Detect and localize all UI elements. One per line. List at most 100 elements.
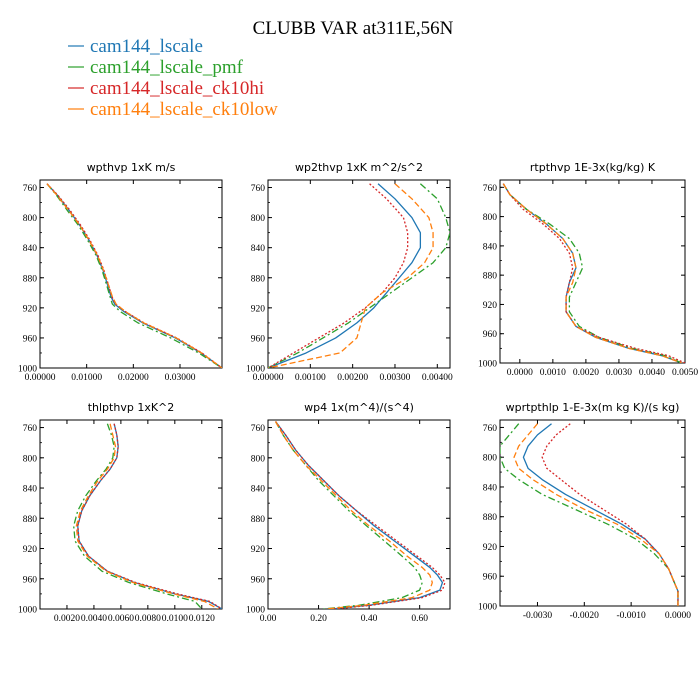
x-tick-label: 0.0020 [54,614,80,624]
y-tick-label: 1000 [18,365,37,375]
y-tick-label: 840 [23,244,38,254]
panel-title: thlpthvp 1xK^2 [88,401,175,414]
y-tick-label: 800 [23,214,38,224]
series-group [275,421,446,609]
plot-frame [267,419,451,610]
plot-frame [39,419,223,610]
series-line [268,183,434,368]
x-tick-label: 0.00300 [380,373,411,383]
panel: wp4 1x(m^4)/(s^4)76080084088092096010000… [246,401,451,624]
x-tick-label: -0.0030 [523,611,553,621]
series-line [46,183,222,368]
series-line [268,183,450,368]
series-line [502,183,682,363]
x-tick-label: 0.0120 [189,614,215,624]
y-tick-label: 760 [251,424,266,434]
legend-label: cam144_lscale [90,36,203,57]
y-tick-label: 920 [251,545,266,555]
panel: thlpthvp 1xK^2 760 800 840 880 920 960 1000 0.00… [18,401,223,624]
x-tick-label: 0.00 [260,614,277,624]
y-tick-label: 760 [483,184,498,194]
y-tick-label: 800 [483,454,498,464]
series-line [275,421,446,609]
plot-frame [499,179,686,364]
series-group [500,423,679,606]
legend-entry: cam144_lscale_ck10low [68,99,278,120]
x-tick-label: 0.0040 [639,368,665,378]
series-line [275,421,444,609]
y-tick-label: 960 [23,575,38,585]
y-tick-label: 840 [251,485,266,495]
legend-entry: cam144_lscale [68,36,203,57]
x-tick-label: -0.0020 [570,611,600,621]
panel: rtpthvp 1E-3x(kg/kg) K 760 800 840 880 920 960… [478,161,698,378]
panels: wpthvp 1xK m/s76080084088092096010000.00… [18,161,698,624]
y-tick-label: 880 [483,272,498,282]
y-tick-label: 920 [483,301,498,311]
y-tick-label: 840 [483,242,498,252]
x-tick-label: 0.0100 [162,614,188,624]
panel: wprtpthlp 1-E-3x(m kg K)/(s kg) 760 800 840… [478,401,691,621]
series-line [46,183,222,368]
series-line [77,423,222,609]
y-tick-label: 960 [483,330,498,340]
x-tick-label: 0.00100 [295,373,326,383]
y-tick-label: 800 [251,454,266,464]
plot-frame [267,179,451,369]
series-line [268,183,409,368]
series-group [268,183,450,368]
panel-title: wprtpthlp 1-E-3x(m kg K)/(s kg) [506,401,680,414]
legend-label: cam144_lscale_pmf [90,57,244,78]
series-line [502,183,682,363]
panel-title: wp2thvp 1xK m^2/s^2 [295,161,423,174]
legend-label: cam144_lscale_ck10hi [90,78,264,99]
series-line [522,423,679,606]
plot-frame [39,179,223,369]
series-group [73,423,222,609]
series-line [275,421,433,609]
x-tick-label: 0.0050 [672,368,698,378]
x-tick-label: 0.02000 [118,373,149,383]
y-tick-label: 880 [251,274,266,284]
x-tick-label: 0.00000 [253,373,284,383]
x-tick-label: 0.0020 [573,368,599,378]
y-tick-label: 840 [23,485,38,495]
y-tick-label: 760 [23,424,38,434]
y-tick-label: 920 [23,545,38,555]
series-line [77,423,222,609]
series-line [268,183,422,368]
x-tick-label: 0.03000 [165,373,196,383]
y-tick-label: 1000 [246,606,265,616]
x-tick-label: 0.0030 [606,368,632,378]
legend-label: cam144_lscale_ck10low [90,99,278,120]
y-tick-label: 840 [251,244,266,254]
series-line [73,423,203,609]
x-tick-label: 0.20 [310,614,327,624]
series-line [502,183,685,363]
x-tick-label: 0.0010 [540,368,566,378]
series-line [46,183,222,368]
series-line [513,423,679,606]
y-tick-label: 960 [483,573,498,583]
plot-frame [499,419,686,607]
x-tick-label: 0.0080 [135,614,161,624]
x-tick-label: 0.00400 [422,373,453,383]
x-tick-label: 0.0040 [81,614,107,624]
series-group [46,183,222,368]
y-tick-label: 920 [251,304,266,314]
panel: wp2thvp 1xK m^2/s^2 760 800 840 880 920 960 100… [246,161,453,383]
panel-title: wpthvp 1xK m/s [87,161,176,174]
y-tick-label: 880 [483,513,498,523]
y-tick-label: 760 [23,184,38,194]
figure-title: CLUBB VAR at311E,56N [253,18,454,39]
y-tick-label: 840 [483,483,498,493]
panel: wpthvp 1xK m/s 760 800 840 880 920 960 10000.00… [18,161,223,383]
x-tick-label: 0.01000 [71,373,102,383]
x-tick-label: 0.0060 [108,614,134,624]
series-line [46,183,222,368]
y-tick-label: 920 [23,304,38,314]
series-line [502,183,682,363]
x-tick-label: 0.0000 [665,611,691,621]
y-tick-label: 760 [251,184,266,194]
